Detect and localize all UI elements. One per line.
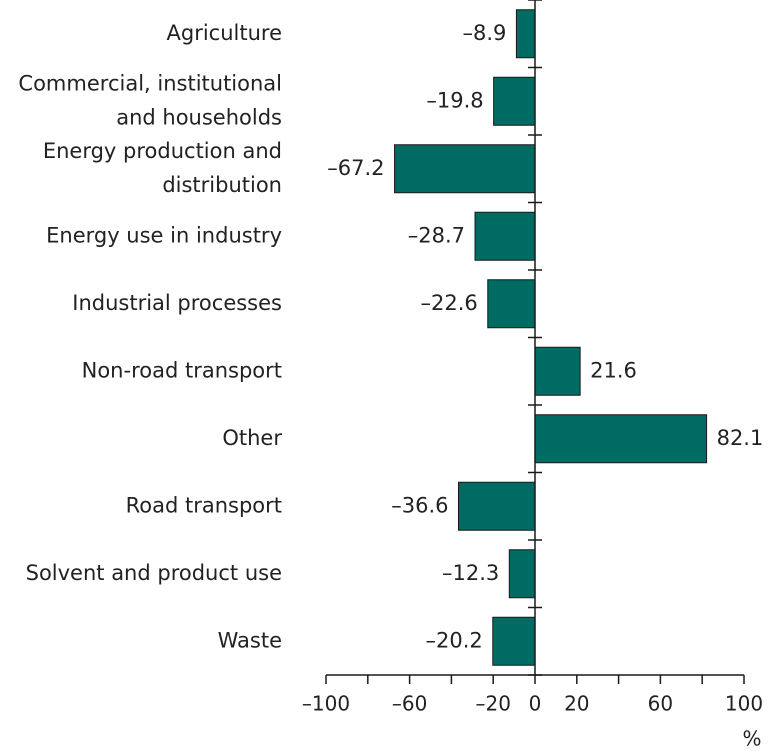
value-label: –20.2 bbox=[426, 628, 483, 652]
value-label: –28.7 bbox=[408, 223, 465, 247]
category-label: Energy production and bbox=[43, 139, 282, 163]
bar bbox=[474, 211, 536, 261]
category-label: Non-road transport bbox=[82, 358, 282, 382]
bar bbox=[492, 616, 536, 666]
bar bbox=[487, 279, 536, 329]
value-label: –67.2 bbox=[327, 156, 384, 180]
x-tick-label: 100 bbox=[725, 692, 763, 716]
category-label: Solvent and product use bbox=[26, 561, 282, 585]
category-label: Agriculture bbox=[167, 21, 283, 45]
bar bbox=[534, 414, 708, 464]
bar bbox=[394, 144, 536, 194]
category-label: Road transport bbox=[126, 493, 282, 517]
value-label: 21.6 bbox=[590, 358, 637, 382]
value-label: 82.1 bbox=[717, 426, 764, 450]
bar bbox=[515, 9, 536, 59]
x-tick-label: –100 bbox=[302, 692, 350, 716]
x-tick-label: –60 bbox=[392, 692, 427, 716]
category-label: Commercial, institutional bbox=[18, 71, 282, 95]
bar bbox=[493, 76, 536, 126]
value-label: –22.6 bbox=[421, 291, 478, 315]
x-tick-label: –20 bbox=[475, 692, 510, 716]
bars-group bbox=[394, 9, 708, 666]
category-label: Energy use in industry bbox=[46, 223, 282, 247]
bar bbox=[458, 481, 536, 531]
x-axis-unit-label: % bbox=[742, 727, 761, 751]
value-label: –12.3 bbox=[442, 561, 499, 585]
category-label: distribution bbox=[162, 173, 282, 197]
value-label: –8.9 bbox=[462, 21, 506, 45]
bar bbox=[508, 549, 536, 599]
category-label: Waste bbox=[218, 628, 282, 652]
x-tick-label: 20 bbox=[564, 692, 589, 716]
x-tick-label: 0 bbox=[529, 692, 542, 716]
axes-group bbox=[325, 0, 745, 684]
category-label: Industrial processes bbox=[72, 291, 282, 315]
labels-group: –8.9 Agriculture –19.8 Commercial, institut… bbox=[18, 21, 763, 751]
x-tick-label: 60 bbox=[648, 692, 673, 716]
bar bbox=[534, 346, 581, 396]
value-label: –19.8 bbox=[426, 88, 483, 112]
value-label: –36.6 bbox=[391, 493, 448, 517]
category-label: and households bbox=[116, 105, 282, 129]
category-label: Other bbox=[222, 426, 282, 450]
